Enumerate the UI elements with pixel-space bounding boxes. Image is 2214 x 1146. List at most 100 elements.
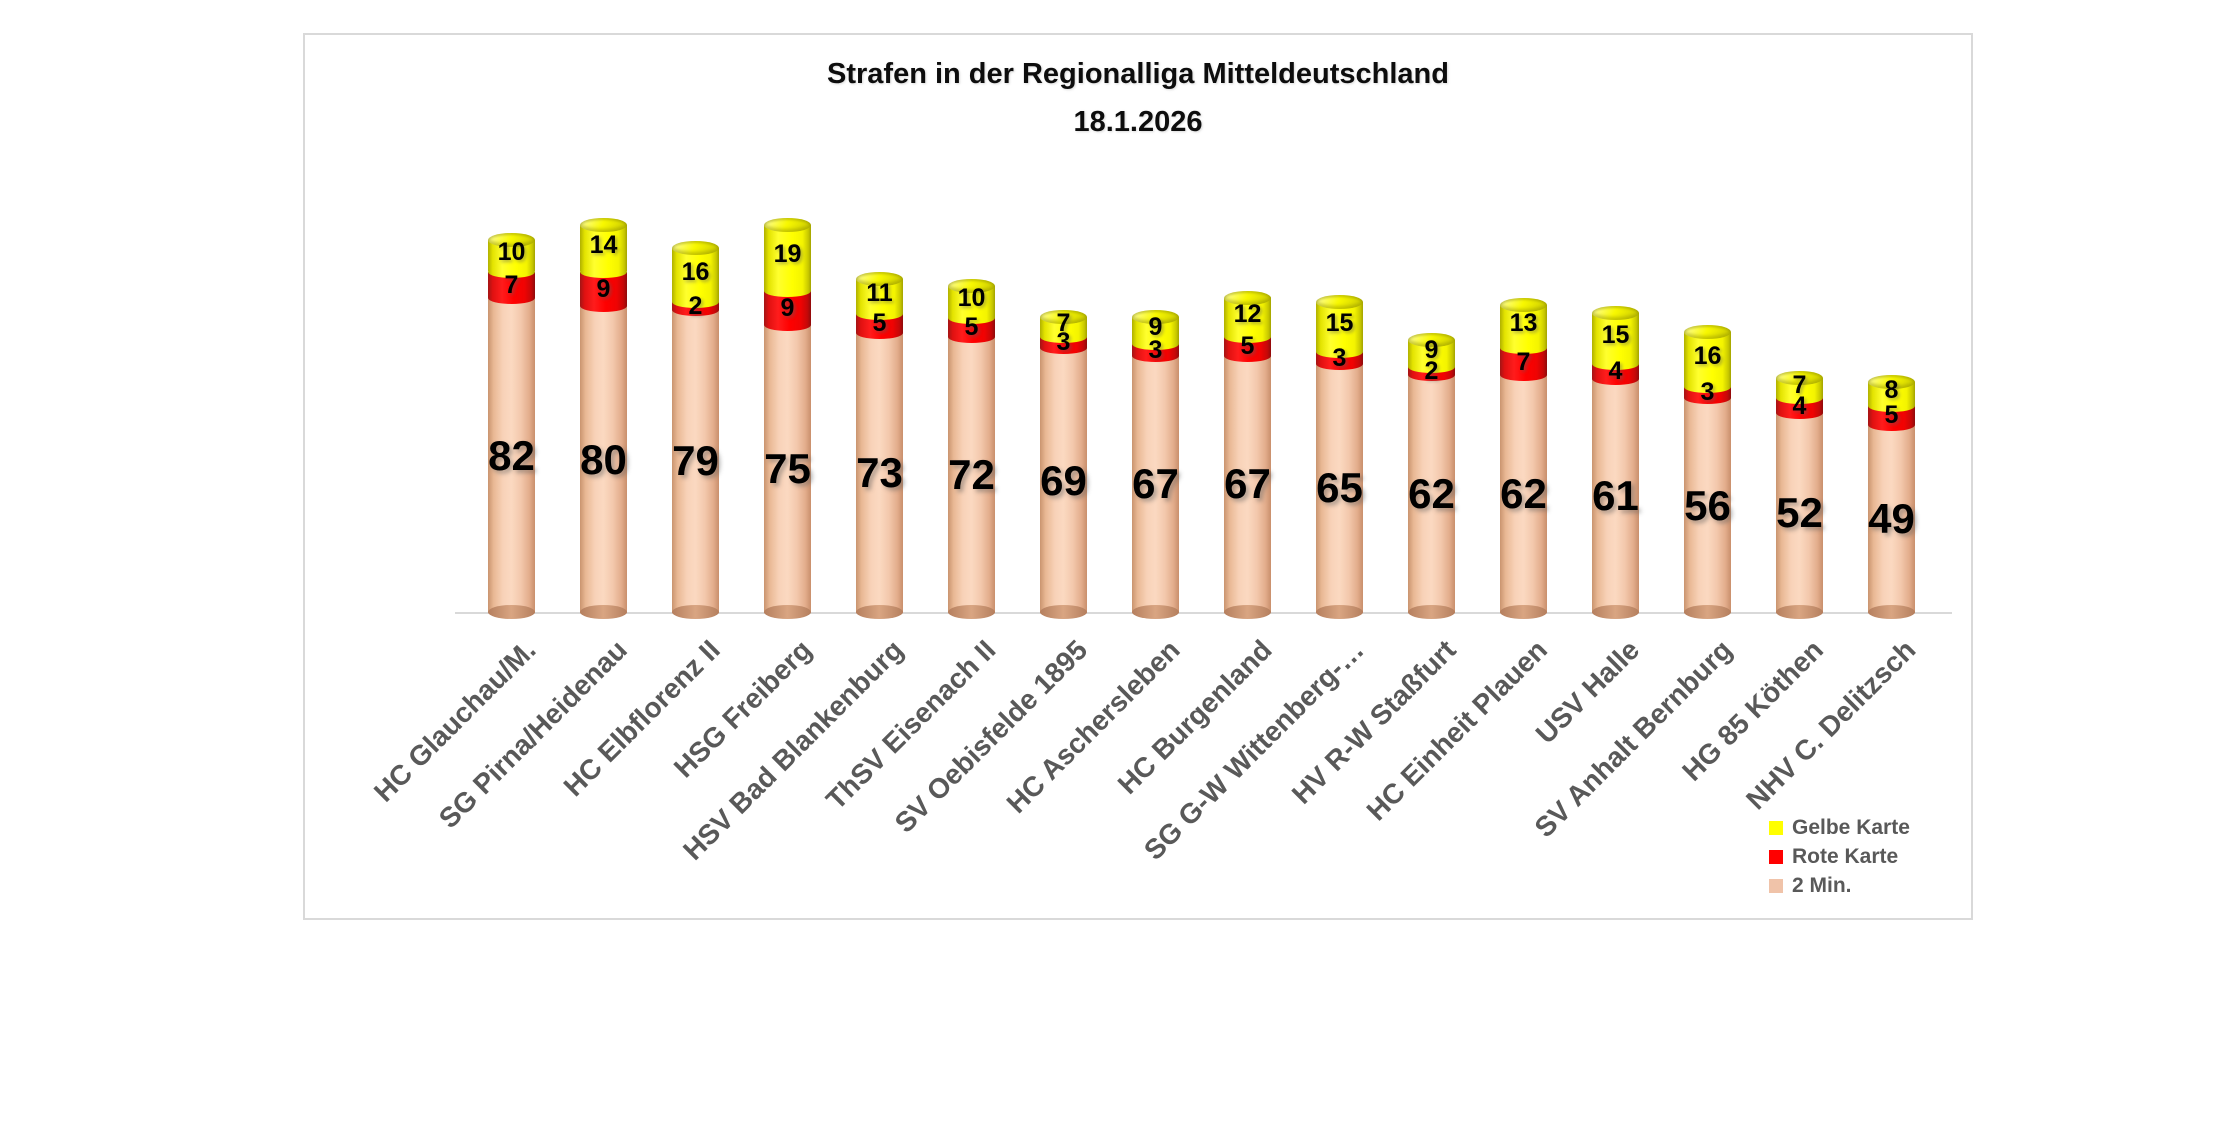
bar-bottom-cap [672,605,719,619]
bar-segment-gelbe-karte-edge [1500,342,1547,355]
bar-segment-rote-karte-edge [856,326,903,339]
value-label-gelbe-karte: 13 [1509,309,1538,338]
value-label-rote-karte: 7 [504,270,519,299]
bar-segment-gelbe-karte-edge [1224,330,1271,343]
category-label: HC Glauchau/M. [367,634,542,808]
bar-bottom-cap [856,605,903,619]
bar-segment-gelbe-karte [1316,301,1363,353]
value-label-rote-karte: 9 [596,274,611,303]
value-label-gelbe-karte: 11 [866,278,893,307]
bar-top-cap [1500,298,1547,313]
legend-label-rote-karte: Rote Karte [1792,844,1899,868]
value-label-2min: 61 [1592,471,1639,519]
legend-swatch-gelbe-karte-icon [1769,820,1783,835]
value-label-2min: 75 [764,445,811,493]
bar-segment-2min [488,298,535,613]
bar-bottom-cap [1408,605,1455,619]
category-label: HC Burgenland [1111,634,1278,801]
bar-segment-gelbe-karte-edge [1684,380,1731,393]
bar-segment-gelbe-karte-edge [1868,399,1915,412]
bar-segment-2min [856,332,903,613]
bar-segment-2min [1040,348,1087,613]
bar-segment-rote-karte-edge [764,319,811,332]
bar-segment-gelbe-karte-edge [488,265,535,278]
bar-top-cap [1408,332,1455,347]
bar-segment-2min [1224,355,1271,613]
value-label-gelbe-karte: 7 [1056,309,1071,338]
value-label-gelbe-karte: 9 [1148,313,1163,342]
value-label-rote-karte: 5 [964,313,979,342]
bar-segment-gelbe-karte [1684,332,1731,387]
category-label: ThSV Eisenach II [819,634,1002,816]
category-label: HC Einheit Plauen [1360,634,1554,827]
bar-bottom-cap [1592,605,1639,619]
value-label-rote-karte: 5 [1884,401,1899,430]
value-label-2min: 67 [1224,460,1271,508]
value-label-gelbe-karte: 9 [1424,336,1439,365]
value-label-rote-karte: 5 [1240,332,1255,361]
bar-bottom-cap [764,605,811,619]
bar-segment-rote-karte-edge [1776,407,1823,420]
chart-title-line1: Strafen in der Regionalliga Mitteldeutsc… [827,58,1449,90]
value-label-2min: 62 [1500,470,1547,518]
value-label-2min: 72 [948,450,995,498]
bar-bottom-cap [1776,605,1823,619]
bar-segment-rote-karte-edge [1316,357,1363,370]
bar-segment-rote-karte-edge [580,300,627,313]
bar-segment-2min [672,309,719,613]
value-label-rote-karte: 5 [872,309,887,338]
bar-segment-gelbe-karte-edge [948,311,995,324]
bar-top-cap [1040,309,1087,324]
value-label-2min: 62 [1408,470,1455,518]
bar-top-cap [1868,375,1915,390]
bar-segment-rote-karte-edge [1132,349,1179,362]
legend-item-rote-karte: Rote Karte [1769,842,1910,871]
value-label-gelbe-karte: 16 [681,257,710,286]
bar-segment-gelbe-karte-edge [1132,338,1179,351]
bar-bottom-cap [488,605,535,619]
bar-segment-2min [1684,398,1731,613]
chart-title-date: 18.1.2026 [1073,106,1203,138]
bar-segment-2min [1776,413,1823,613]
bar-segment-gelbe-karte-edge [672,296,719,309]
bar-top-cap [1132,309,1179,324]
value-label-rote-karte: 7 [1516,347,1531,376]
value-label-gelbe-karte: 16 [1693,341,1722,370]
bar-top-cap [764,217,811,232]
value-label-2min: 65 [1316,464,1363,512]
value-label-rote-karte: 3 [1148,336,1163,365]
bar-top-cap [1776,371,1823,386]
bar-segment-gelbe-karte-edge [580,265,627,278]
bar-bottom-cap [948,605,995,619]
bar-segment-gelbe-karte-edge [856,307,903,320]
category-label: HC Elbflorenz II [557,634,726,803]
value-label-2min: 49 [1868,494,1915,542]
category-label: HV R-W Staßfurt [1285,634,1462,810]
value-label-gelbe-karte: 10 [497,238,526,267]
bar-bottom-cap [1316,605,1363,619]
bar-segment-rote-karte-edge [1868,418,1915,431]
bar-bottom-cap [1132,605,1179,619]
legend: Gelbe Karte Rote Karte 2 Min. [1769,813,1910,900]
category-axis-line [455,612,1952,614]
bar-segment-gelbe-karte-edge [1776,392,1823,405]
bar-segment-rote-karte-edge [1040,342,1087,355]
bar-segment-gelbe-karte [1500,305,1547,349]
value-label-2min: 79 [672,437,719,485]
value-label-gelbe-karte: 14 [589,230,618,259]
bar-segment-gelbe-karte-edge [1408,361,1455,374]
bar-segment-gelbe-karte-edge [764,284,811,297]
bar-top-cap [1224,290,1271,305]
bar-segment-2min [1316,363,1363,613]
bar-bottom-cap [1868,605,1915,619]
bar-segment-gelbe-karte-edge [1040,330,1087,343]
value-label-gelbe-karte: 15 [1325,309,1354,338]
value-label-rote-karte: 3 [1332,343,1347,372]
value-label-2min: 69 [1040,456,1087,504]
value-label-rote-karte: 4 [1792,391,1807,420]
value-label-2min: 67 [1132,460,1179,508]
bar-segment-gelbe-karte [764,224,811,291]
bar-segment-gelbe-karte [1592,313,1639,364]
